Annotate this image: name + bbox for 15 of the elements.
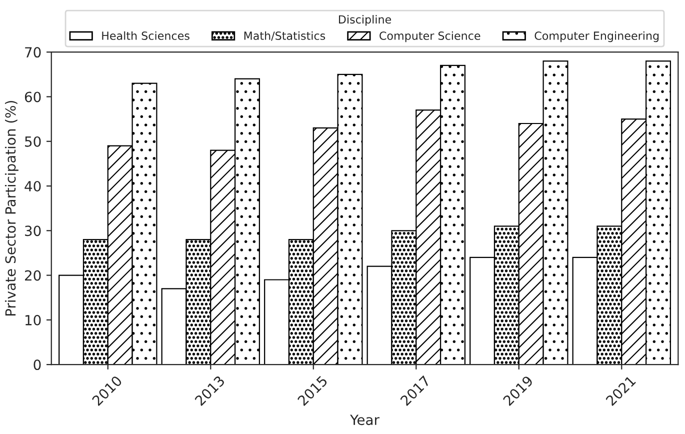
y-tick-label: 70 — [25, 47, 41, 58]
y-tick-label: 60 — [24, 92, 41, 102]
legend-label: Health Sciences — [102, 31, 190, 40]
y-tick-label: 0 — [34, 360, 41, 370]
y-tick-label: 50 — [25, 136, 41, 147]
legend-label: Computer Engineering — [534, 31, 659, 42]
x-axis-title: Year — [350, 414, 380, 426]
legend-title: Discipline — [338, 15, 392, 26]
y-tick-label: 40 — [24, 180, 41, 192]
legend-label: Computer Science — [380, 31, 480, 42]
y-tick-label: 20 — [24, 270, 41, 281]
y-tick-label: 10 — [26, 314, 41, 326]
y-axis-title: Private Sector Participation (%) — [4, 100, 18, 316]
legend-label: Math/Statistics — [244, 31, 326, 41]
y-tick-label: 30 — [25, 226, 41, 236]
